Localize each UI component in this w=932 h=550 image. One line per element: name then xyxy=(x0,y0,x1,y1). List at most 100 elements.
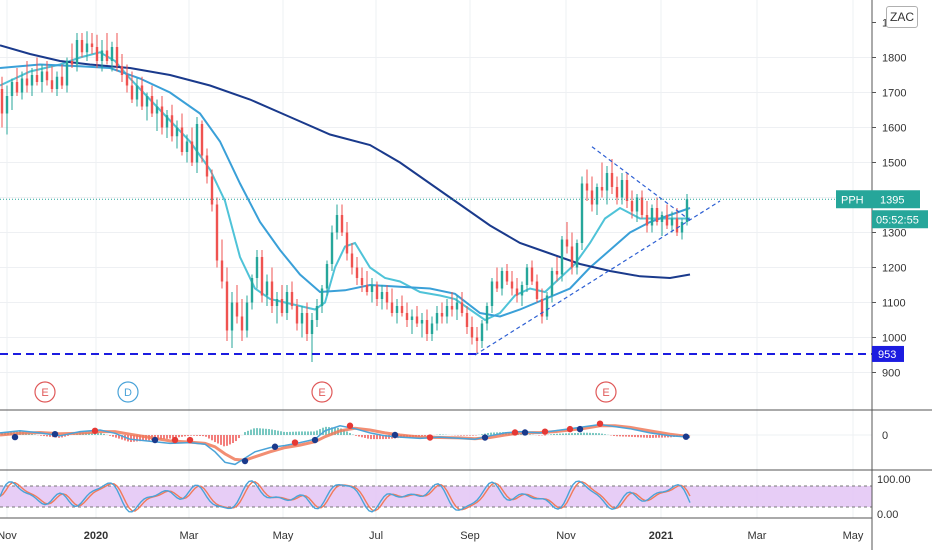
candle-body xyxy=(615,187,619,198)
candle-body xyxy=(280,299,284,313)
macd-histogram-bar xyxy=(250,429,252,435)
candle-body xyxy=(310,320,314,334)
event-marker-letter: E xyxy=(41,387,48,399)
macd-cross-marker xyxy=(291,439,299,446)
candle-body xyxy=(555,271,559,275)
candle-body xyxy=(650,208,654,226)
macd-histogram-bar xyxy=(229,435,231,445)
macd-cross-marker xyxy=(271,443,279,450)
candle-body xyxy=(570,246,574,268)
price-tick-label: 900 xyxy=(882,368,900,380)
macd-histogram-bar xyxy=(643,435,645,438)
candle-body xyxy=(125,75,129,86)
macd-histogram-bar xyxy=(487,433,489,435)
time-tick-label: Mar xyxy=(180,530,199,542)
symbol-label-bg xyxy=(836,190,872,209)
candle-body xyxy=(475,337,479,341)
last-price-label: 1395 xyxy=(880,194,904,206)
candle-body xyxy=(65,61,69,86)
macd-cross-marker xyxy=(346,422,354,429)
candle-body xyxy=(580,183,584,243)
macd-histogram-bar xyxy=(163,435,165,440)
countdown-label: 05:52:55 xyxy=(876,214,919,226)
macd-cross-marker xyxy=(541,428,549,435)
macd-histogram-bar xyxy=(568,433,570,435)
candle-body xyxy=(285,292,289,313)
macd-histogram-bar xyxy=(586,432,588,435)
macd-histogram-bar xyxy=(358,435,360,437)
candle-body xyxy=(360,278,364,285)
candle-body xyxy=(450,306,454,310)
candle-body xyxy=(110,47,114,61)
macd-histogram-bar xyxy=(625,435,627,437)
candle-body xyxy=(135,85,139,100)
candle-body xyxy=(15,82,19,93)
candle-body xyxy=(95,47,99,61)
macd-histogram-bar xyxy=(364,435,366,438)
candle-body xyxy=(435,313,439,324)
candle-body xyxy=(485,306,489,324)
macd-histogram-bar xyxy=(187,435,189,436)
macd-cross-marker xyxy=(576,425,584,433)
macd-cross-marker xyxy=(91,427,99,434)
candle-body xyxy=(460,302,464,313)
time-tick-label: Nov xyxy=(556,530,576,542)
candle-body xyxy=(160,106,164,128)
macd-histogram-bar xyxy=(115,435,117,438)
macd-histogram-bar xyxy=(214,435,216,443)
candle-body xyxy=(250,278,254,303)
macd-histogram-bar xyxy=(634,435,636,438)
macd-histogram-bar xyxy=(304,431,306,435)
macd-histogram-bar xyxy=(544,435,546,436)
candle-body xyxy=(210,176,214,205)
macd-histogram-bar xyxy=(133,435,135,442)
candle-body xyxy=(375,285,379,299)
macd-histogram-bar xyxy=(424,435,426,437)
price-tick-label: 1800 xyxy=(882,53,906,65)
moving-average-layer xyxy=(0,44,691,322)
macd-histogram-bar xyxy=(136,435,138,442)
candle-body xyxy=(575,243,579,268)
macd-histogram-bar xyxy=(460,435,462,436)
macd-histogram-bar xyxy=(223,435,225,447)
candle-body xyxy=(0,89,4,114)
macd-cross-marker xyxy=(186,436,194,444)
moving-average-line xyxy=(0,51,690,322)
macd-histogram-bar xyxy=(388,435,390,439)
macd-histogram-bar xyxy=(652,435,654,438)
macd-histogram-bar xyxy=(604,434,606,435)
macd-histogram-bar xyxy=(271,429,273,435)
macd-panel xyxy=(0,420,872,466)
macd-histogram-bar xyxy=(331,427,333,435)
candle-body xyxy=(225,281,229,331)
macd-histogram-bar xyxy=(211,435,213,441)
event-marker-letter: E xyxy=(318,387,325,399)
symbol-badge[interactable]: ZAC xyxy=(886,6,918,28)
macd-histogram-bar xyxy=(217,435,219,444)
candle-body xyxy=(420,320,424,324)
macd-histogram-bar xyxy=(238,435,240,439)
macd-histogram-bar xyxy=(169,435,171,439)
candle-body xyxy=(665,215,669,226)
macd-histogram-bar xyxy=(253,428,255,435)
candle-body xyxy=(640,197,644,215)
macd-histogram-bar xyxy=(322,427,324,435)
macd-histogram-bar xyxy=(640,435,642,438)
macd-histogram-bar xyxy=(313,431,315,435)
price-tick-label: 1700 xyxy=(882,88,906,100)
candle-body xyxy=(480,323,484,341)
candle-body xyxy=(205,155,209,177)
candle-body xyxy=(545,295,549,317)
candle-body xyxy=(540,299,544,317)
macd-histogram-bar xyxy=(376,435,378,440)
macd-histogram-bar xyxy=(202,435,204,437)
macd-cross-marker xyxy=(241,457,249,465)
price-tick-label: 1100 xyxy=(882,298,906,310)
macd-histogram-bar xyxy=(235,435,237,442)
macd-histogram-bar xyxy=(205,435,207,437)
candle-body xyxy=(25,78,29,86)
candle-body xyxy=(30,75,34,86)
candle-body xyxy=(365,285,369,292)
macd-histogram-bar xyxy=(139,435,141,442)
